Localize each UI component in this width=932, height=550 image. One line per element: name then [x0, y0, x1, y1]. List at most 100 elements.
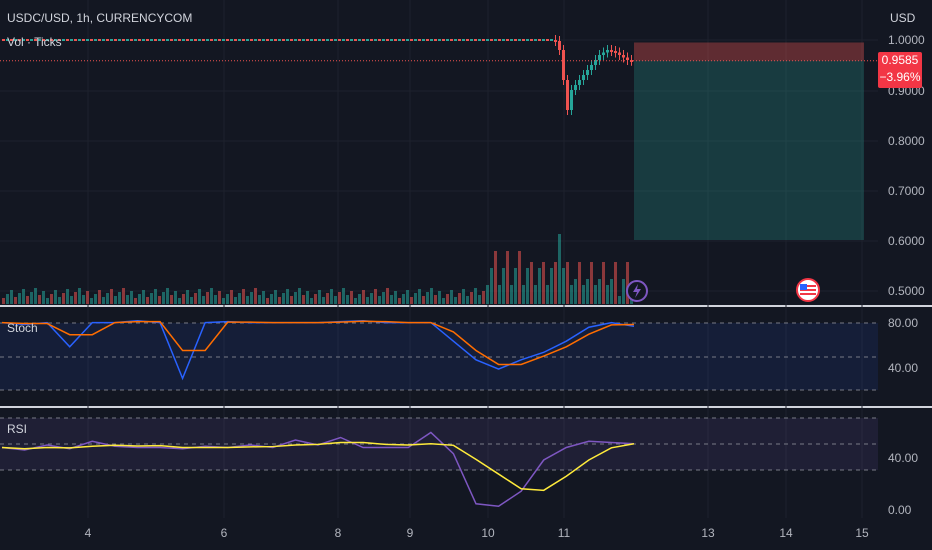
axis-labels: 1.00000.90000.80000.70000.60000.500080.0…: [85, 33, 925, 540]
volume-bar: [506, 251, 509, 304]
symbol-title[interactable]: USDC/USD, 1h, CURRENCYCOM: [7, 11, 193, 25]
rsi-label[interactable]: RSI: [7, 422, 28, 436]
x-tick-label: 4: [85, 526, 92, 540]
volume-bar: [74, 292, 77, 304]
candle: [210, 39, 213, 41]
candle: [266, 39, 269, 41]
candle: [454, 39, 457, 41]
candle: [378, 39, 381, 41]
volume-bar: [458, 293, 461, 304]
candle: [126, 39, 129, 41]
candle: [450, 39, 453, 41]
stoch-label[interactable]: Stoch: [7, 321, 38, 335]
volume-bar: [566, 262, 569, 304]
volume-bar: [246, 296, 249, 304]
volume-bar: [66, 289, 69, 304]
candle: [326, 39, 329, 41]
volume-bar: [10, 290, 13, 304]
x-tick-label: 14: [779, 526, 793, 540]
volume-bar: [82, 295, 85, 304]
candle: [602, 52, 605, 55]
volume-bar: [86, 291, 89, 304]
volume-bar: [50, 294, 53, 304]
volume-bar: [346, 295, 349, 304]
candle: [522, 39, 525, 41]
volume-bar: [334, 296, 337, 304]
candle: [438, 39, 441, 41]
candle: [478, 39, 481, 41]
volume-bar: [406, 290, 409, 304]
volume-bar: [126, 295, 129, 304]
volume-bar: [526, 268, 529, 304]
candle: [174, 39, 177, 41]
volume-bar: [438, 291, 441, 304]
candle: [190, 39, 193, 41]
volume-bar: [442, 298, 445, 304]
candle: [530, 39, 533, 41]
candle: [198, 39, 201, 41]
candle: [22, 39, 25, 41]
candle: [338, 39, 341, 41]
candle: [350, 39, 353, 41]
candle: [6, 39, 9, 41]
position-tool[interactable]: [634, 42, 864, 241]
volume-bar: [258, 295, 261, 304]
candle: [182, 39, 185, 41]
volume-bar: [318, 290, 321, 304]
candle: [614, 51, 617, 53]
us-flag-event-icon[interactable]: [796, 278, 820, 302]
candle: [354, 39, 357, 41]
candle: [114, 39, 117, 41]
volume-bar: [154, 289, 157, 304]
candle: [38, 39, 41, 41]
volume-bar: [622, 279, 625, 304]
candle: [86, 39, 89, 41]
candle: [562, 50, 565, 80]
target-zone: [634, 60, 864, 240]
candle: [598, 55, 601, 60]
candle: [302, 39, 305, 41]
candle: [122, 39, 125, 41]
candle: [414, 39, 417, 41]
lightning-event-icon[interactable]: [626, 280, 648, 302]
candle: [82, 39, 85, 41]
candle: [262, 39, 265, 41]
volume-bar: [266, 298, 269, 304]
candle: [346, 39, 349, 41]
candle: [106, 39, 109, 41]
candle: [550, 39, 553, 41]
volume-bar: [134, 298, 137, 304]
x-tick-label: 10: [481, 526, 495, 540]
volume-bar: [482, 291, 485, 304]
volume-bar: [14, 297, 17, 304]
flag-icon: [800, 284, 816, 295]
volume-bar: [514, 268, 517, 304]
volume-bar: [610, 279, 613, 304]
volume-bar: [78, 288, 81, 304]
volume-bar: [594, 285, 597, 304]
volume-bar: [614, 262, 617, 304]
candle: [118, 39, 121, 41]
volume-bar: [110, 289, 113, 304]
volume-bar: [174, 291, 177, 304]
volume-bar: [562, 268, 565, 304]
candle: [574, 85, 577, 90]
volume-bar: [54, 290, 57, 304]
candle: [130, 39, 133, 41]
volume-bar: [618, 296, 621, 304]
volume-bar: [302, 295, 305, 304]
candle: [178, 39, 181, 41]
volume-bar: [390, 295, 393, 304]
volume-bar: [114, 296, 117, 304]
candle: [54, 39, 57, 41]
volume-bar: [606, 285, 609, 304]
volume-bar: [198, 289, 201, 304]
candle: [506, 39, 509, 41]
volume-bar: [234, 297, 237, 304]
candle: [10, 39, 13, 41]
volume-label[interactable]: Vol · Ticks: [7, 35, 62, 49]
volume-bar: [182, 294, 185, 304]
volume-bar: [46, 298, 49, 304]
candle: [510, 39, 513, 41]
